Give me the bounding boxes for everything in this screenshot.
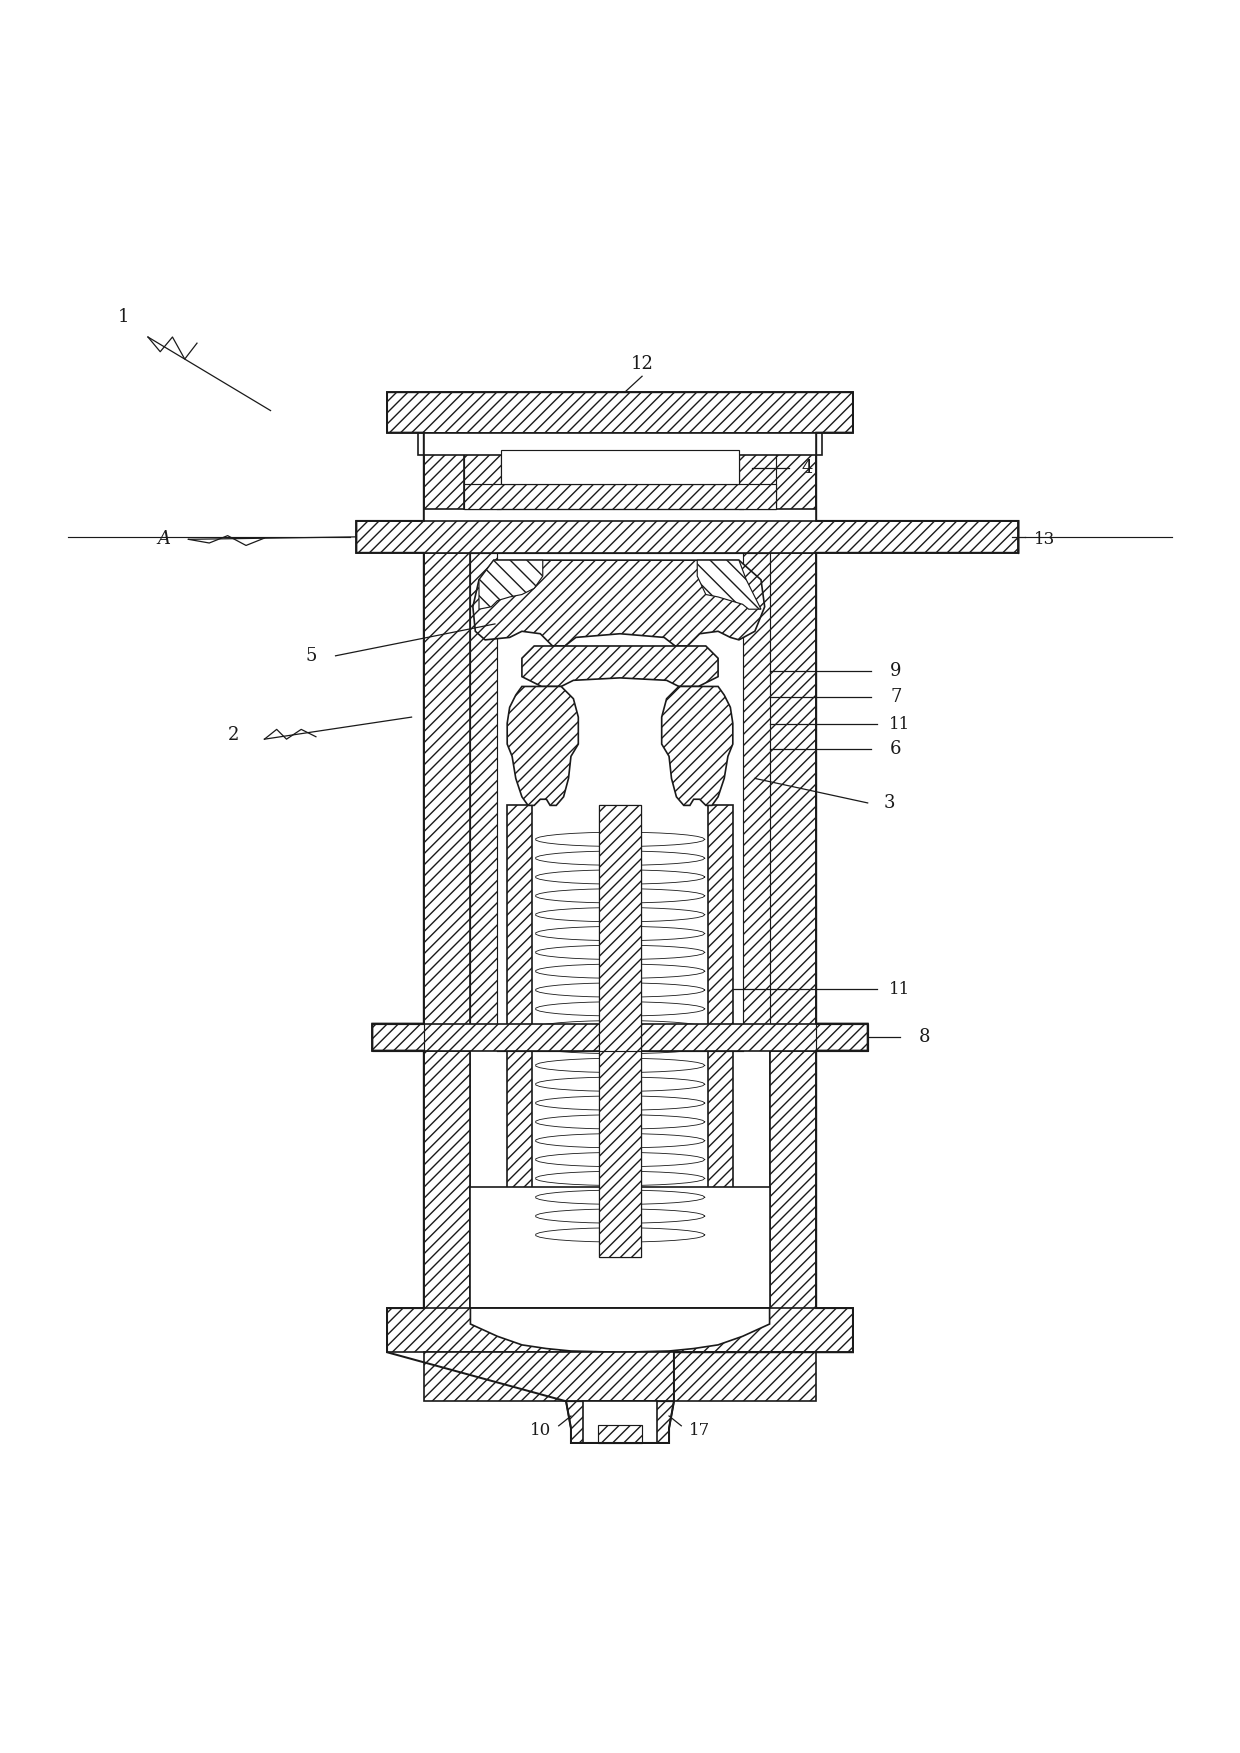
Polygon shape <box>662 687 733 805</box>
Bar <box>708 805 733 1245</box>
Bar <box>583 1401 657 1443</box>
Bar <box>464 484 776 508</box>
Text: 1: 1 <box>118 309 129 326</box>
Text: 4: 4 <box>802 459 813 477</box>
Bar <box>743 552 770 1048</box>
Bar <box>464 433 501 508</box>
Text: 2: 2 <box>228 726 239 745</box>
Polygon shape <box>565 1401 675 1443</box>
Polygon shape <box>522 647 718 687</box>
Text: 11: 11 <box>889 715 910 733</box>
Text: 11: 11 <box>889 980 910 997</box>
Bar <box>599 805 641 1257</box>
Bar <box>470 1187 770 1308</box>
Bar <box>507 805 532 1245</box>
Text: 17: 17 <box>689 1422 711 1439</box>
Bar <box>501 451 739 484</box>
Bar <box>372 1024 868 1050</box>
Text: 13: 13 <box>1034 531 1055 549</box>
Text: 6: 6 <box>890 740 901 757</box>
Bar <box>599 805 641 1257</box>
Bar <box>470 552 497 1048</box>
Polygon shape <box>697 561 761 610</box>
Bar <box>424 433 464 508</box>
Polygon shape <box>479 561 543 610</box>
Text: 3: 3 <box>884 794 895 812</box>
Bar <box>387 393 853 433</box>
Polygon shape <box>470 1308 770 1352</box>
Bar <box>776 433 816 508</box>
Text: 9: 9 <box>890 661 901 680</box>
Bar <box>464 433 776 508</box>
Text: 5: 5 <box>305 647 316 664</box>
Bar <box>598 1425 642 1443</box>
Bar <box>770 1050 816 1324</box>
Text: 12: 12 <box>631 356 653 373</box>
Bar <box>424 1352 816 1401</box>
Polygon shape <box>472 561 765 647</box>
Bar <box>816 1024 868 1050</box>
Bar <box>424 552 470 1324</box>
Bar <box>424 1050 470 1324</box>
Bar <box>372 1024 424 1050</box>
Bar <box>770 552 816 1324</box>
Polygon shape <box>507 687 578 805</box>
Bar <box>418 433 822 454</box>
Text: A: A <box>157 531 170 549</box>
Text: 10: 10 <box>529 1422 551 1439</box>
Text: 8: 8 <box>919 1027 930 1047</box>
Bar <box>356 521 1018 552</box>
Bar <box>739 433 776 508</box>
Text: 7: 7 <box>890 689 901 706</box>
Bar <box>387 1308 853 1352</box>
